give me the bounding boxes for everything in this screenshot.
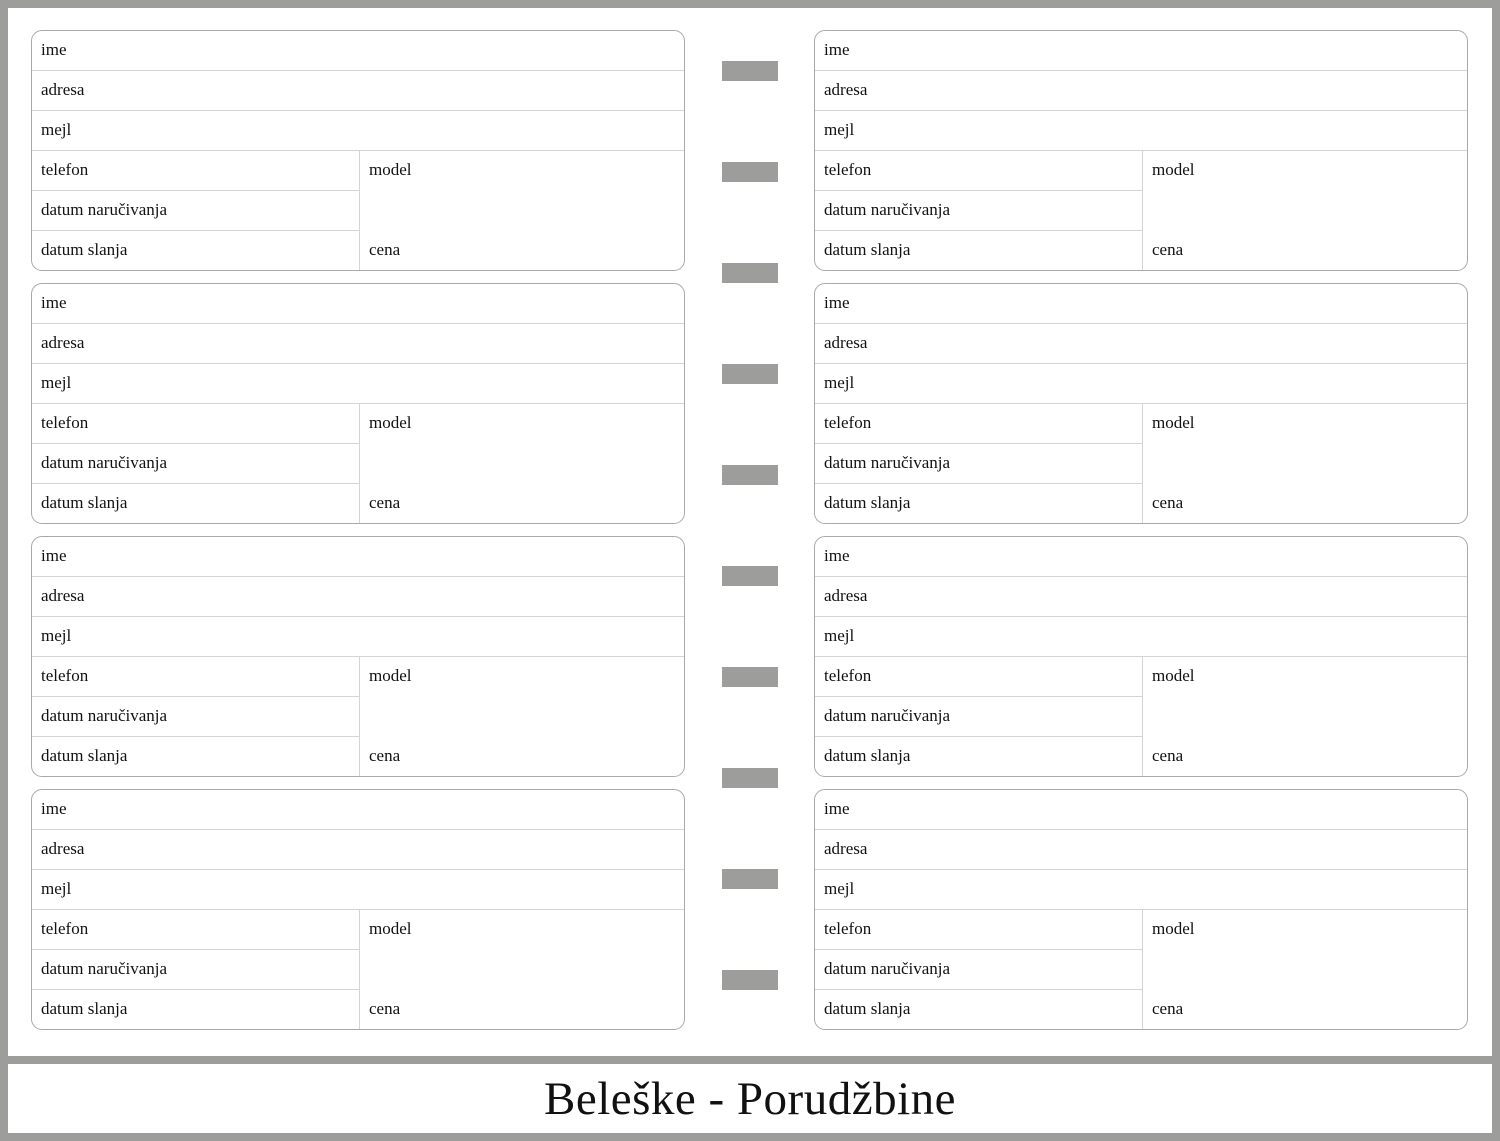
binder-ring-tab	[722, 162, 778, 182]
order-card: ime adresa mejl telefon model datum naručivan…	[814, 30, 1468, 271]
ship-date-field[interactable]: datum slanja	[41, 240, 128, 259]
column-divider	[359, 404, 360, 523]
price-field[interactable]: cena	[1152, 240, 1184, 259]
column-divider	[359, 151, 360, 270]
model-field[interactable]: model	[369, 666, 412, 685]
binder-ring-tab	[722, 566, 778, 586]
order-date-field[interactable]: datum naručivanja	[815, 444, 1142, 484]
binder-ring-tab	[722, 465, 778, 485]
address-field[interactable]: adresa	[32, 577, 684, 617]
order-card: ime adresa mejl telefon model datum naručivan…	[31, 30, 685, 271]
ship-date-field[interactable]: datum slanja	[824, 999, 911, 1018]
planner-page: ime adresa mejl telefon model datum naručivan…	[8, 8, 1492, 1056]
name-field[interactable]: ime	[32, 31, 684, 71]
model-field[interactable]: model	[369, 413, 412, 432]
model-field[interactable]: model	[1152, 919, 1195, 938]
price-field[interactable]: cena	[1152, 999, 1184, 1018]
model-field[interactable]: model	[1152, 666, 1195, 685]
phone-field[interactable]: telefon	[815, 151, 1142, 191]
address-field[interactable]: adresa	[32, 71, 684, 111]
address-field[interactable]: adresa	[815, 830, 1467, 870]
phone-field[interactable]: telefon	[815, 657, 1142, 697]
binder-ring-tab	[722, 61, 778, 81]
column-divider	[359, 910, 360, 1029]
order-card: ime adresa mejl telefon model datum naručivan…	[31, 789, 685, 1030]
email-field[interactable]: mejl	[32, 364, 684, 404]
order-date-field[interactable]: datum naručivanja	[815, 950, 1142, 990]
ship-date-field[interactable]: datum slanja	[41, 746, 128, 765]
name-field[interactable]: ime	[815, 537, 1467, 577]
model-field[interactable]: model	[1152, 160, 1195, 179]
order-card: ime adresa mejl telefon model datum naručivan…	[814, 789, 1468, 1030]
email-field[interactable]: mejl	[815, 617, 1467, 657]
email-field[interactable]: mejl	[32, 870, 684, 910]
binder-ring-tab	[722, 768, 778, 788]
phone-field[interactable]: telefon	[815, 910, 1142, 950]
order-card: ime adresa mejl telefon model datum naručivan…	[814, 283, 1468, 524]
column-divider	[1142, 657, 1143, 776]
email-field[interactable]: mejl	[815, 870, 1467, 910]
column-divider	[1142, 404, 1143, 523]
phone-field[interactable]: telefon	[32, 657, 359, 697]
name-field[interactable]: ime	[32, 537, 684, 577]
ship-date-field[interactable]: datum slanja	[824, 240, 911, 259]
ship-date-field[interactable]: datum slanja	[824, 746, 911, 765]
phone-field[interactable]: telefon	[32, 404, 359, 444]
model-field[interactable]: model	[369, 919, 412, 938]
email-field[interactable]: mejl	[815, 364, 1467, 404]
email-field[interactable]: mejl	[32, 111, 684, 151]
page-title: Beleške - Porudžbine	[543, 1072, 956, 1125]
column-divider	[1142, 910, 1143, 1029]
order-date-field[interactable]: datum naručivanja	[32, 950, 359, 990]
order-card: ime adresa mejl telefon model datum naručivan…	[814, 536, 1468, 777]
phone-field[interactable]: telefon	[32, 910, 359, 950]
model-field[interactable]: model	[369, 160, 412, 179]
price-field[interactable]: cena	[369, 240, 401, 259]
order-date-field[interactable]: datum naručivanja	[32, 697, 359, 737]
order-date-field[interactable]: datum naručivanja	[32, 191, 359, 231]
ship-date-field[interactable]: datum slanja	[41, 493, 128, 512]
column-divider	[1142, 151, 1143, 270]
column-divider	[359, 657, 360, 776]
binder-ring-tab	[722, 970, 778, 990]
phone-field[interactable]: telefon	[32, 151, 359, 191]
address-field[interactable]: adresa	[815, 71, 1467, 111]
order-date-field[interactable]: datum naručivanja	[32, 444, 359, 484]
price-field[interactable]: cena	[369, 999, 401, 1018]
address-field[interactable]: adresa	[815, 324, 1467, 364]
name-field[interactable]: ime	[32, 284, 684, 324]
name-field[interactable]: ime	[815, 284, 1467, 324]
name-field[interactable]: ime	[32, 790, 684, 830]
order-date-field[interactable]: datum naručivanja	[815, 191, 1142, 231]
price-field[interactable]: cena	[1152, 493, 1184, 512]
address-field[interactable]: adresa	[32, 324, 684, 364]
email-field[interactable]: mejl	[815, 111, 1467, 151]
order-card: ime adresa mejl telefon model datum naručivan…	[31, 536, 685, 777]
price-field[interactable]: cena	[1152, 746, 1184, 765]
name-field[interactable]: ime	[815, 790, 1467, 830]
address-field[interactable]: adresa	[815, 577, 1467, 617]
ship-date-field[interactable]: datum slanja	[41, 999, 128, 1018]
name-field[interactable]: ime	[815, 31, 1467, 71]
binder-ring-tab	[722, 667, 778, 687]
footer: Beleške - Porudžbine	[8, 1064, 1492, 1133]
order-date-field[interactable]: datum naručivanja	[815, 697, 1142, 737]
ship-date-field[interactable]: datum slanja	[824, 493, 911, 512]
model-field[interactable]: model	[1152, 413, 1195, 432]
binder-ring-tab	[722, 869, 778, 889]
binder-ring-tab	[722, 263, 778, 283]
address-field[interactable]: adresa	[32, 830, 684, 870]
order-card: ime adresa mejl telefon model datum naručivan…	[31, 283, 685, 524]
email-field[interactable]: mejl	[32, 617, 684, 657]
price-field[interactable]: cena	[369, 746, 401, 765]
phone-field[interactable]: telefon	[815, 404, 1142, 444]
price-field[interactable]: cena	[369, 493, 401, 512]
binder-ring-tab	[722, 364, 778, 384]
